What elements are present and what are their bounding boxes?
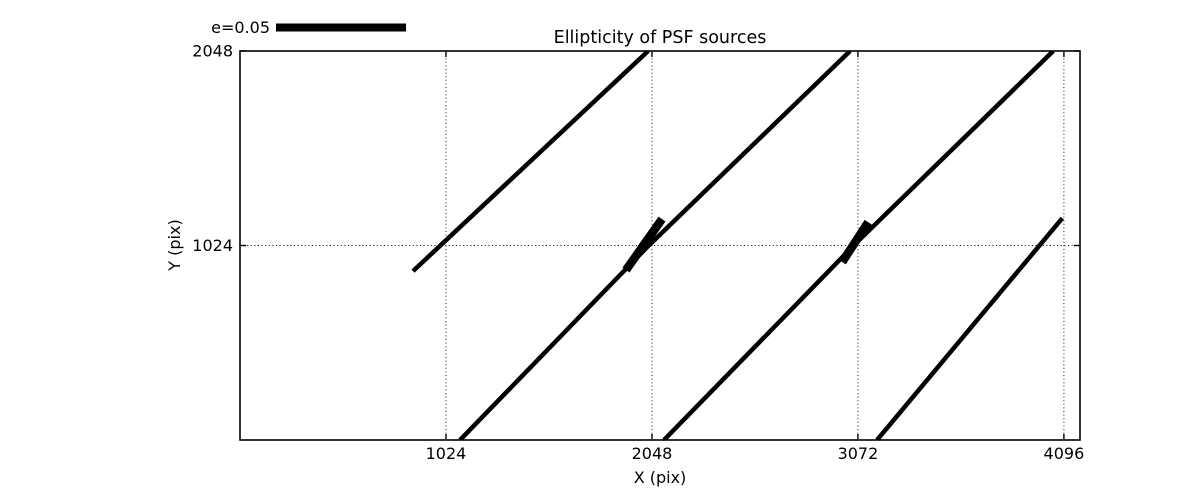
x-tick-label-3072: 3072 (838, 444, 879, 463)
chart-title: Ellipticity of PSF sources (554, 28, 767, 48)
x-tick-label-1024: 1024 (426, 444, 467, 463)
y-axis-label: Y (pix) (165, 219, 184, 271)
whisker-line-4 (875, 216, 1065, 440)
y-tick-label-2048: 2048 (192, 42, 233, 61)
plot-border (239, 50, 1081, 441)
x-tick-label-4096: 4096 (1044, 444, 1085, 463)
whisker-thick-2 (838, 219, 872, 265)
tick-labels: 1024 2048 3072 4096 1024 2048 (192, 42, 1084, 464)
whisker-lines (411, 51, 1065, 440)
axis-ticks (241, 50, 1079, 439)
whisker-line-1 (411, 51, 650, 273)
whisker-thick-1 (622, 216, 666, 273)
legend-key-line (276, 23, 406, 32)
x-tick-label-2048: 2048 (632, 444, 673, 463)
grid-lines (240, 51, 1080, 440)
y-tick-label-1024: 1024 (192, 236, 233, 255)
x-axis-label: X (pix) (634, 468, 687, 487)
legend-label: e=0.05 (211, 18, 270, 37)
